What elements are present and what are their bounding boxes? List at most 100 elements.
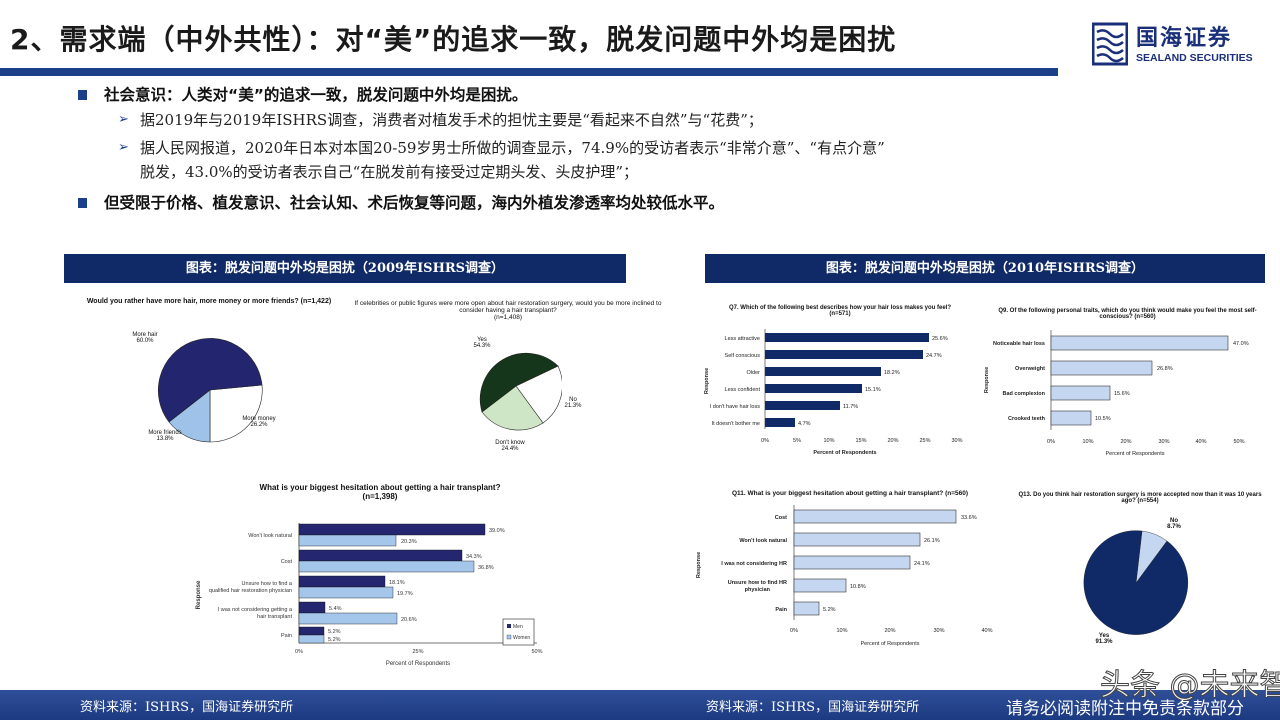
svg-text:47.0%: 47.0% <box>1233 341 1249 347</box>
svg-text:50%: 50% <box>531 649 542 655</box>
svg-text:26.8%: 26.8% <box>1157 366 1173 372</box>
bullet-list: 社会意识：人类对“美”的追求一致，脱发问题中外均是困扰。 ➢ 据2019年与20… <box>76 82 1176 216</box>
svg-text:Bad complexion: Bad complexion <box>1003 391 1046 397</box>
svg-text:26.1%: 26.1% <box>924 538 940 544</box>
svg-text:Crooked teeth: Crooked teeth <box>1008 416 1046 422</box>
q7-title: Q7. Which of the following best describe… <box>728 305 952 317</box>
svg-text:10%: 10% <box>1082 439 1093 445</box>
svg-text:Unsure how to find HR: Unsure how to find HR <box>728 580 787 586</box>
svg-text:Won't look natural: Won't look natural <box>248 533 292 539</box>
svg-text:Overweight: Overweight <box>1015 366 1045 372</box>
left-chart-header: 图表：脱发问题中外均是困扰（2009年ISHRS调查） <box>64 254 626 283</box>
svg-text:I don't have hair loss: I don't have hair loss <box>710 404 761 410</box>
svg-text:0%: 0% <box>761 438 769 444</box>
svg-text:Percent of Respondents: Percent of Respondents <box>813 450 876 456</box>
svg-text:Cost: Cost <box>775 515 787 521</box>
q9-bar-chart: 47.0% Noticeable hair loss 26.8% Overwei… <box>984 330 1249 457</box>
svg-text:Men: Men <box>513 624 523 630</box>
disclaimer-text: 请务必阅读附注中免责条款部分 <box>1006 699 1244 719</box>
svg-text:Percent of Respondents: Percent of Respondents <box>386 661 450 667</box>
label-yes: Yes 54.3% <box>473 337 491 349</box>
square-bullet-icon <box>78 198 87 208</box>
q13-label-no: No 8.7% <box>1167 518 1181 530</box>
svg-text:Pain: Pain <box>281 633 292 639</box>
svg-text:Noticeable hair loss: Noticeable hair loss <box>993 341 1045 347</box>
arrow-bullet-icon: ➢ <box>118 140 129 155</box>
q7-bar-chart: 25.6% Less attractive 24.7% Self conscio… <box>704 329 963 456</box>
right-chart-header: 图表：脱发问题中外均是困扰（2010年ISHRS调查） <box>705 254 1265 283</box>
svg-text:10.5%: 10.5% <box>1095 416 1111 422</box>
svg-text:Response: Response <box>984 367 990 393</box>
svg-text:20.6%: 20.6% <box>401 617 417 623</box>
label-more-friends: More friends 13.8% <box>148 430 182 442</box>
right-source: 资料来源：ISHRS，国海证券研究所 <box>706 700 920 715</box>
svg-text:0%: 0% <box>295 649 303 655</box>
svg-text:I was not considering HR: I was not considering HR <box>721 561 787 567</box>
svg-text:20%: 20% <box>1120 439 1131 445</box>
svg-text:10.8%: 10.8% <box>850 584 866 590</box>
svg-text:hair transplant: hair transplant <box>257 614 292 620</box>
svg-text:25%: 25% <box>412 649 423 655</box>
pie-celebrity-title: If celebrities or public figures were mo… <box>354 300 662 321</box>
svg-text:30%: 30% <box>951 438 962 444</box>
hesitation-2009-bar-chart: 39.0% 20.3% Won't look natural 34.3% 36.… <box>196 523 543 667</box>
svg-text:Cost: Cost <box>281 559 293 565</box>
watermark: 头条 @未来智库 <box>1100 668 1280 704</box>
svg-text:30%: 30% <box>933 628 944 634</box>
svg-text:10%: 10% <box>836 628 847 634</box>
svg-text:34.3%: 34.3% <box>466 554 482 560</box>
svg-text:36.8%: 36.8% <box>478 565 494 571</box>
svg-text:30%: 30% <box>1158 439 1169 445</box>
svg-text:20%: 20% <box>887 438 898 444</box>
left-source: 资料来源：ISHRS，国海证券研究所 <box>80 700 294 715</box>
q13-pie-chart <box>1083 530 1189 635</box>
svg-text:15.6%: 15.6% <box>1114 391 1130 397</box>
svg-text:Response: Response <box>704 368 710 394</box>
svg-text:25.6%: 25.6% <box>932 336 948 342</box>
svg-text:5.2%: 5.2% <box>328 637 341 643</box>
q11-bar-chart: 33.6% Cost 26.1% Won't look natural 24.1… <box>696 505 993 647</box>
label-more-hair: More hair 60.0% <box>132 332 158 344</box>
svg-text:0%: 0% <box>790 628 798 634</box>
svg-text:5.2%: 5.2% <box>823 607 836 613</box>
svg-text:Less confident: Less confident <box>725 387 761 393</box>
svg-text:Percent of Respondents: Percent of Respondents <box>860 641 919 647</box>
label-more-money: More money 26.2% <box>242 416 276 428</box>
svg-text:15.1%: 15.1% <box>865 387 881 393</box>
svg-text:5%: 5% <box>793 438 801 444</box>
logo-en-text: SEALAND SECURITIES <box>1136 52 1253 64</box>
svg-text:Percent of Respondents: Percent of Respondents <box>1105 451 1164 457</box>
bullet-limitations: 但受限于价格、植发意识、社会认知、术后恢复等问题，海内外植发渗透率均处较低水平。 <box>76 190 1176 216</box>
svg-text:11.7%: 11.7% <box>843 404 858 410</box>
q9-title: Q9. Of the following personal traits, wh… <box>998 308 1257 320</box>
q11-title: Q11. What is your biggest hesitation abo… <box>731 490 969 497</box>
svg-text:Self conscious: Self conscious <box>725 353 761 359</box>
svg-text:I was not considering getting: I was not considering getting a <box>218 607 293 613</box>
svg-text:Older: Older <box>747 370 761 376</box>
hesitation-2009-title: What is your biggest hesitation about ge… <box>259 483 501 501</box>
svg-text:24.7%: 24.7% <box>926 353 942 359</box>
svg-text:0%: 0% <box>1047 439 1055 445</box>
pie-celebrity <box>479 352 562 431</box>
svg-text:It doesn't bother me: It doesn't bother me <box>712 421 760 427</box>
sub-bullet-ishrs: ➢ 据2019年与2019年ISHRS调查，消费者对植发手术的担忧主要是“看起来… <box>76 108 1176 132</box>
q13-label-yes: Yes 91.3% <box>1095 633 1113 645</box>
svg-text:Response: Response <box>696 552 702 578</box>
footer-bar <box>0 690 1280 720</box>
label-no: No 21.3% <box>564 397 582 409</box>
svg-text:Won't look natural: Won't look natural <box>739 538 787 544</box>
bullet-social-awareness: 社会意识：人类对“美”的追求一致，脱发问题中外均是困扰。 <box>76 82 1176 108</box>
svg-text:40%: 40% <box>981 628 992 634</box>
svg-text:25%: 25% <box>919 438 930 444</box>
svg-text:39.0%: 39.0% <box>489 528 505 534</box>
sealand-logo-icon <box>1092 22 1128 66</box>
svg-text:24.1%: 24.1% <box>914 561 930 567</box>
square-bullet-icon <box>78 90 87 100</box>
svg-text:50%: 50% <box>1233 439 1244 445</box>
svg-text:qualified hair restoration phy: qualified hair restoration physician <box>209 588 292 594</box>
label-dont-know: Don't know 24.4% <box>495 440 525 452</box>
logo-cn-text: 国海证券 <box>1136 26 1233 51</box>
svg-text:33.6%: 33.6% <box>961 515 977 521</box>
svg-text:Pain: Pain <box>775 607 787 613</box>
svg-text:physician: physician <box>745 587 771 593</box>
